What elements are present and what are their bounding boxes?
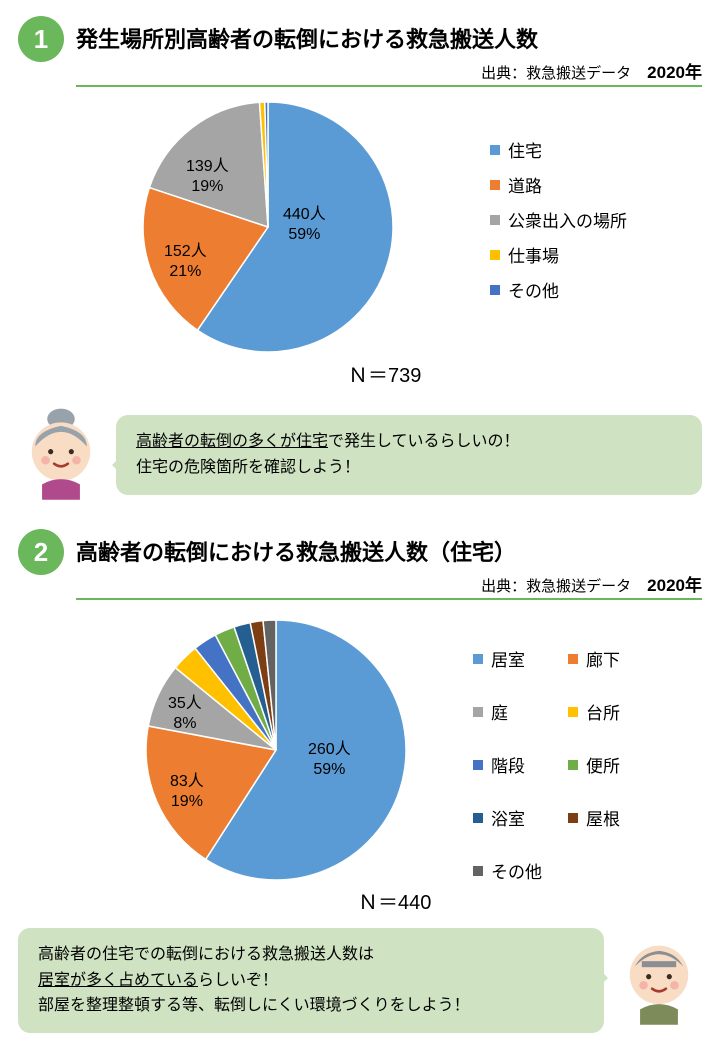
legend-swatch <box>473 760 483 770</box>
section1-badge: 1 <box>18 16 64 62</box>
legend-item: その他 <box>473 858 542 883</box>
section1-year: 2020年 <box>647 58 702 83</box>
legend-label: 便所 <box>586 752 620 777</box>
legend-swatch <box>568 813 578 823</box>
legend-label: 屋根 <box>586 805 620 830</box>
section2-title: 高齢者の転倒における救急搬送人数（住宅） <box>76 535 702 567</box>
legend-swatch <box>473 813 483 823</box>
legend-item: 道路 <box>490 172 627 197</box>
legend-swatch <box>473 654 483 664</box>
section1-header: 1 発生場所別高齢者の転倒における救急搬送人数 出典：救急搬送データ 2020年 <box>18 16 702 87</box>
legend-item: 庭 <box>473 699 542 724</box>
legend-label: 階段 <box>491 752 525 777</box>
pie-slice-label: 139人19% <box>186 157 229 197</box>
section2-bubble: 高齢者の住宅での転倒における救急搬送人数は 居室が多く占めているらしいぞ！ 部屋… <box>18 928 604 1033</box>
bubble1-line2: 住宅の危険箇所を確認しよう！ <box>136 459 360 476</box>
section1-chart: Ｎ＝739 440人59% 152人21% 139人19% 住宅道路公衆出入の場所仕事… <box>18 97 702 397</box>
legend-swatch <box>490 145 500 155</box>
legend-swatch <box>473 707 483 717</box>
section2-underline <box>76 598 702 600</box>
legend-item: 公衆出入の場所 <box>490 207 627 232</box>
legend-item: 住宅 <box>490 137 627 162</box>
legend-swatch <box>490 285 500 295</box>
bubble1-rest: で発生しているらしいの！ <box>328 433 520 450</box>
legend-item: 廊下 <box>568 646 620 671</box>
section1-bubble: 高齢者の転倒の多くが住宅で発生しているらしいの！ 住宅の危険箇所を確認しよう！ <box>116 415 702 494</box>
section1-underline <box>76 85 702 87</box>
pie-slice-label: 152人21% <box>164 242 207 282</box>
section2-year: 2020年 <box>647 571 702 596</box>
legend-item: 屋根 <box>568 805 620 830</box>
section1-source: 出典：救急搬送データ <box>481 62 631 83</box>
legend-label: 仕事場 <box>508 242 559 267</box>
legend-label: 道路 <box>508 172 542 197</box>
legend: 居室 廊下庭 台所階段 便所浴室 屋根その他 <box>473 646 620 893</box>
legend-label: 廊下 <box>586 646 620 671</box>
legend-swatch <box>568 707 578 717</box>
legend-item: 台所 <box>568 699 620 724</box>
section1-bubble-row: 高齢者の転倒の多くが住宅で発生しているらしいの！ 住宅の危険箇所を確認しよう！ <box>18 405 702 505</box>
legend-label: 台所 <box>586 699 620 724</box>
section2-chart: Ｎ＝440 260人59% 83人19% 35人8% 居室 廊下庭 台所階段 便所浴室 屋根そ… <box>18 610 702 920</box>
section2-bubble-row: 高齢者の住宅での転倒における救急搬送人数は 居室が多く占めているらしいぞ！ 部屋… <box>18 928 702 1033</box>
legend-label: 公衆出入の場所 <box>508 207 627 232</box>
section2-n: Ｎ＝440 <box>358 886 431 915</box>
legend-label: 住宅 <box>508 137 542 162</box>
section1-title: 発生場所別高齢者の転倒における救急搬送人数 <box>76 22 702 54</box>
legend-label: その他 <box>508 277 559 302</box>
bubble2-line3: 部屋を整理整頓する等、転倒しにくい環境づくりをしよう！ <box>38 997 470 1014</box>
pie-slice-label: 35人8% <box>168 694 202 734</box>
grandma-avatar <box>18 405 104 505</box>
bubble1-underlined: 高齢者の転倒の多くが住宅 <box>136 433 328 450</box>
grandpa-avatar <box>616 930 702 1030</box>
legend-item: 浴室 <box>473 805 542 830</box>
legend-label: 浴室 <box>491 805 525 830</box>
bubble2-line1: 高齢者の住宅での転倒における救急搬送人数は <box>38 946 374 963</box>
legend: 住宅道路公衆出入の場所仕事場その他 <box>490 137 627 312</box>
section1-n: Ｎ＝739 <box>348 359 421 388</box>
bubble2-rest: らしいぞ！ <box>198 972 278 989</box>
section2-source: 出典：救急搬送データ <box>481 575 631 596</box>
legend-swatch <box>568 760 578 770</box>
legend-label: その他 <box>491 858 542 883</box>
legend-swatch <box>568 654 578 664</box>
legend-swatch <box>490 180 500 190</box>
pie-slice-label: 260人59% <box>308 740 351 780</box>
bubble2-underlined: 居室が多く占めている <box>38 972 198 989</box>
legend-swatch <box>490 215 500 225</box>
legend-item: 便所 <box>568 752 620 777</box>
legend-item: 居室 <box>473 646 542 671</box>
legend-label: 庭 <box>491 699 508 724</box>
pie-slice-label: 83人19% <box>170 772 204 812</box>
legend-item: 階段 <box>473 752 542 777</box>
legend-swatch <box>473 866 483 876</box>
legend-item: 仕事場 <box>490 242 627 267</box>
pie-slice-label: 440人59% <box>283 205 326 245</box>
legend-label: 居室 <box>491 646 525 671</box>
legend-item: その他 <box>490 277 627 302</box>
section2-header: 2 高齢者の転倒における救急搬送人数（住宅） 出典：救急搬送データ 2020年 <box>18 529 702 600</box>
legend-swatch <box>490 250 500 260</box>
section2-badge: 2 <box>18 529 64 575</box>
